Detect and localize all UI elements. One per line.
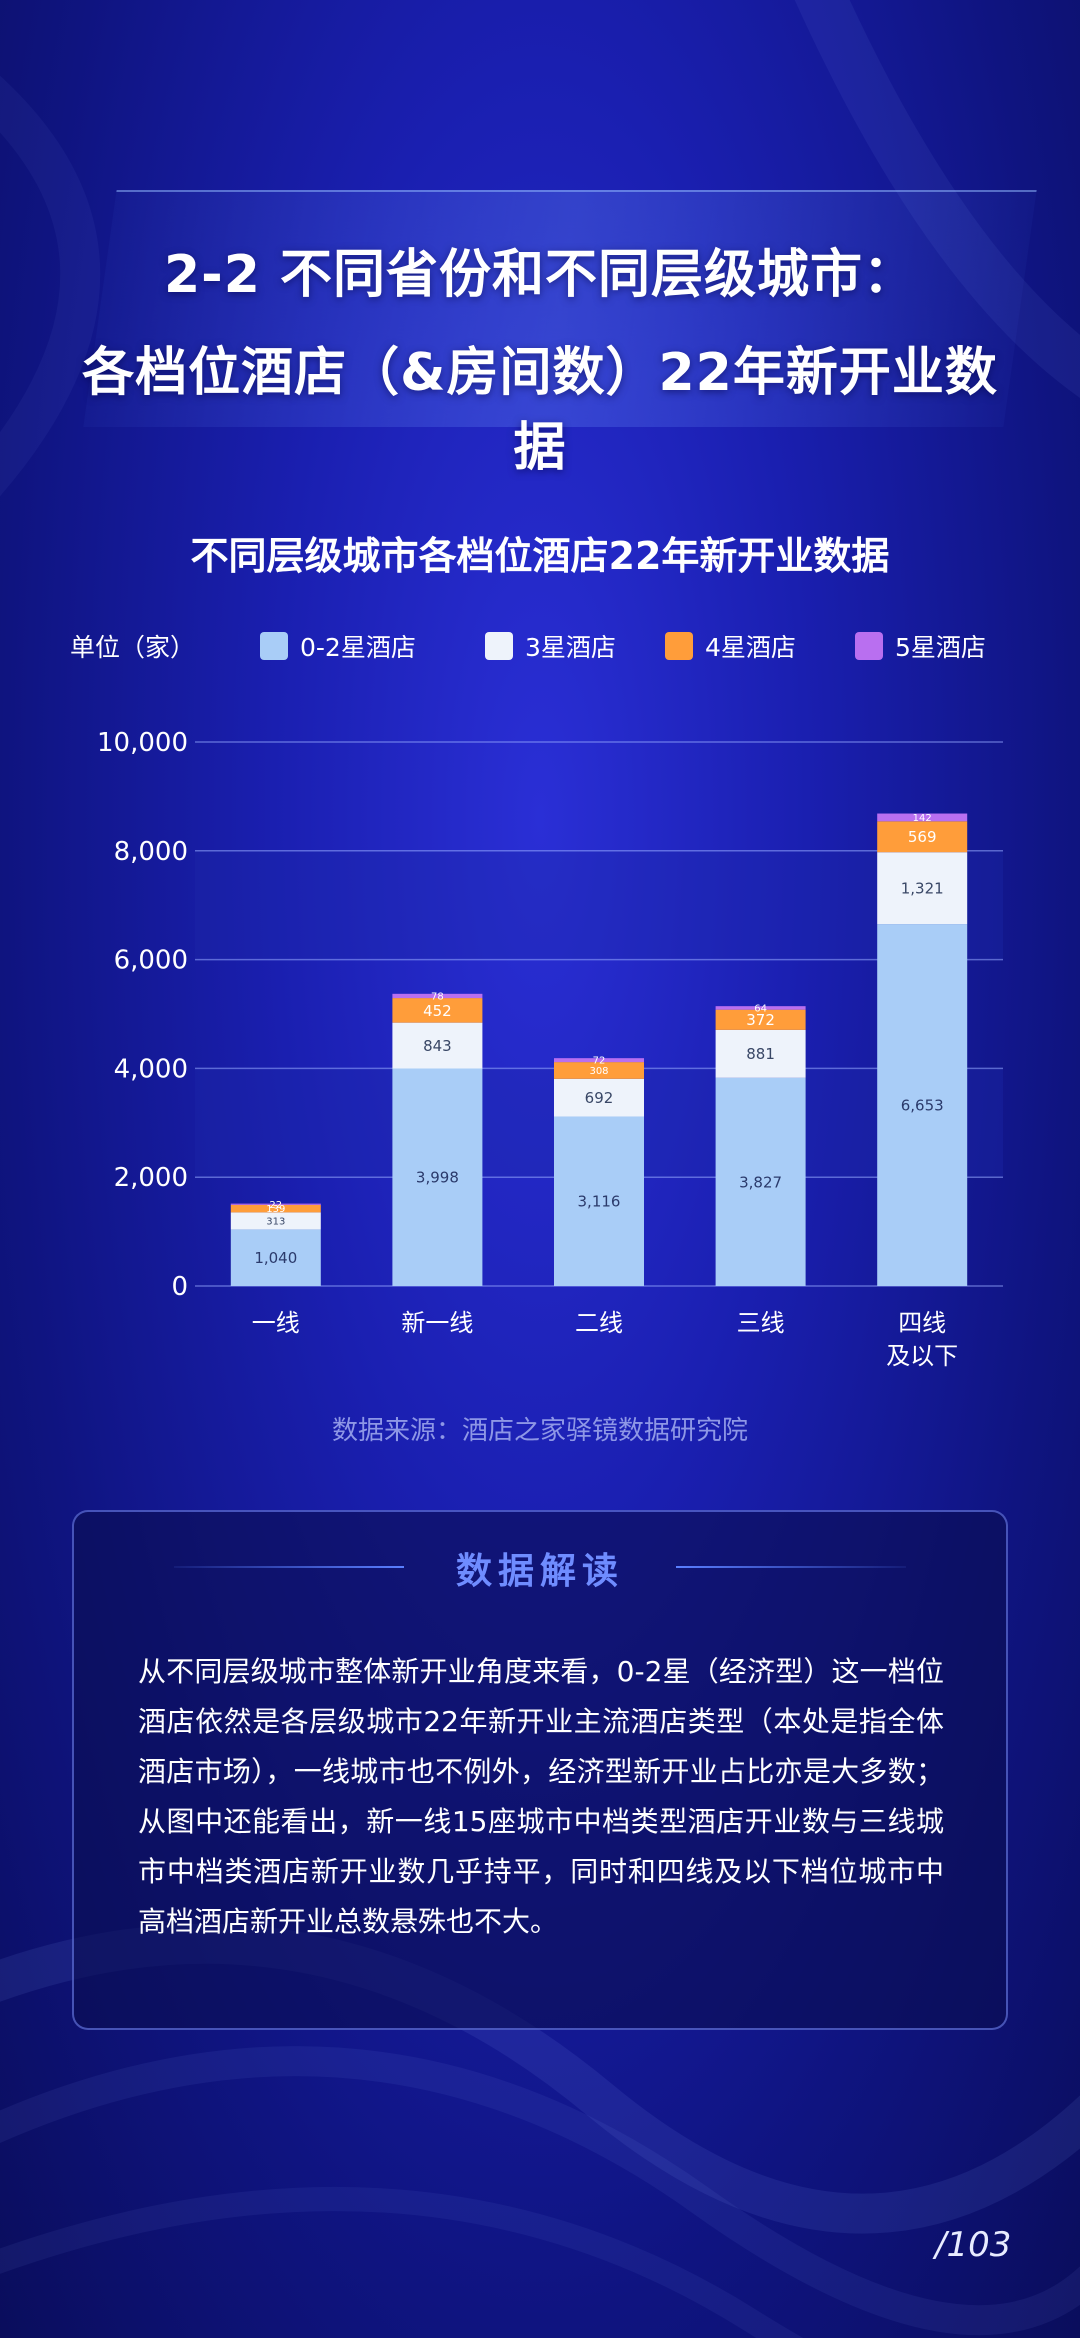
bar-segment: [715, 1006, 806, 1010]
bar-value-label: 72: [593, 1056, 606, 1067]
legend-item-3-star: 3星酒店: [485, 628, 616, 664]
bar-value-label: 78: [431, 992, 444, 1003]
page-title-line-1: 2-2 不同省份和不同层级城市：: [163, 245, 917, 305]
y-tick-label: 2,000: [114, 1163, 188, 1193]
header-divider-right: [676, 1566, 906, 1568]
legend-swatch: [260, 632, 288, 660]
bar-segment: [715, 1029, 806, 1078]
bar-value-label: 22: [269, 1200, 282, 1211]
legend-label: 5星酒店: [895, 633, 986, 662]
x-category-label: 四线: [898, 1309, 946, 1337]
bar-value-label: 64: [754, 1004, 767, 1015]
header-divider-left: [174, 1566, 404, 1568]
bar-segment: [554, 1058, 644, 1063]
stacked-bar-chart: 0 2,000 4,000 6,000 8,000 10,000 1,040 313 13922…: [97, 728, 1003, 1370]
bar-value-label: 308: [589, 1066, 608, 1077]
bar-value-label: 1,040: [254, 1249, 297, 1267]
legend-swatch: [665, 632, 693, 660]
x-category-label: 及以下: [886, 1342, 958, 1370]
bar-value-label: 3,116: [578, 1193, 621, 1211]
bar-value-label: 6,653: [901, 1096, 944, 1114]
analysis-title: 数据解读: [455, 1551, 624, 1592]
bar-segment: [392, 993, 483, 999]
legend-item-5-star: 5星酒店: [855, 628, 986, 664]
bar-value-label: 569: [908, 828, 937, 846]
bar-value-label: 142: [913, 813, 932, 824]
bar-segment: [230, 1229, 321, 1286]
bar-value-label: 881: [746, 1045, 775, 1063]
legend-label: 4星酒店: [705, 633, 796, 662]
legend-label: 3星酒店: [525, 633, 616, 662]
bar-segment: [877, 852, 968, 925]
bar-segment: [230, 1204, 321, 1213]
bar-segment: [554, 1078, 644, 1117]
bar-segment: [392, 998, 483, 1023]
y-tick-label: 4,000: [114, 1054, 188, 1084]
x-category-label: 二线: [575, 1309, 623, 1337]
bar-segment: [554, 1116, 644, 1286]
legend-label: 0-2星酒店: [300, 633, 416, 662]
bar-value-label: 3,827: [739, 1173, 782, 1191]
bar-segment: [392, 1022, 483, 1069]
bar-segment: [230, 1212, 321, 1230]
x-category-label: 三线: [737, 1309, 785, 1337]
y-tick-label: 10,000: [97, 728, 188, 758]
grid-band: [195, 850, 1003, 960]
page-title-line-2: 各档位酒店（&房间数）22年新开业数据: [82, 343, 998, 478]
bar-segment: [877, 924, 968, 1286]
legend-item-0-2-star: 0-2星酒店: [260, 628, 416, 664]
analysis-header: 数据解读: [74, 1542, 1006, 1592]
bar-value-label: 692: [585, 1089, 614, 1107]
x-category-label: 新一线: [401, 1309, 473, 1337]
legend-item-4-star: 4星酒店: [665, 628, 796, 664]
bar-segment: [715, 1009, 806, 1030]
legend-swatch: [855, 632, 883, 660]
y-tick-label: 8,000: [114, 837, 188, 867]
data-source: 数据来源：酒店之家驿镜数据研究院: [331, 1416, 748, 1446]
bar-value-label: 3,998: [416, 1169, 459, 1187]
bar-segment: [877, 821, 968, 853]
bar-segment: [715, 1077, 806, 1286]
chart-title: 不同层级城市各档位酒店22年新开业数据: [190, 534, 890, 578]
legend-swatch: [485, 632, 513, 660]
y-tick-label: 0: [171, 1272, 188, 1302]
bar-value-label: 372: [746, 1011, 775, 1029]
title-block: 2-2 不同省份和不同层级城市： 各档位酒店（&房间数）22年新开业数据: [60, 190, 1037, 478]
bar-segment: [392, 1068, 483, 1286]
bar-segment: [554, 1062, 644, 1079]
unit-label: 单位（家）: [70, 633, 196, 662]
analysis-text: 从不同层级城市整体新开业角度来看，0-2星（经济型）这一档位酒店依然是各层级城市…: [138, 1655, 944, 1938]
bar-value-label: 843: [423, 1037, 452, 1055]
chart-legend: 单位（家） 0-2星酒店 3星酒店 4星酒店 5星酒店: [70, 624, 1030, 664]
bar-value-label: 139: [266, 1204, 285, 1215]
analysis-panel: 数据解读 从不同层级城市整体新开业角度来看，0-2星（经济型）这一档位酒店依然是…: [72, 1510, 1008, 2030]
x-category-label: 一线: [252, 1309, 300, 1337]
page-number: /103: [935, 2225, 1012, 2265]
bar-segment: [230, 1203, 321, 1205]
bar-value-label: 313: [266, 1217, 285, 1228]
bar-segment: [877, 813, 968, 822]
bar-value-label: 1,321: [901, 880, 944, 898]
bar-value-label: 452: [423, 1002, 452, 1020]
y-tick-label: 6,000: [114, 946, 188, 976]
